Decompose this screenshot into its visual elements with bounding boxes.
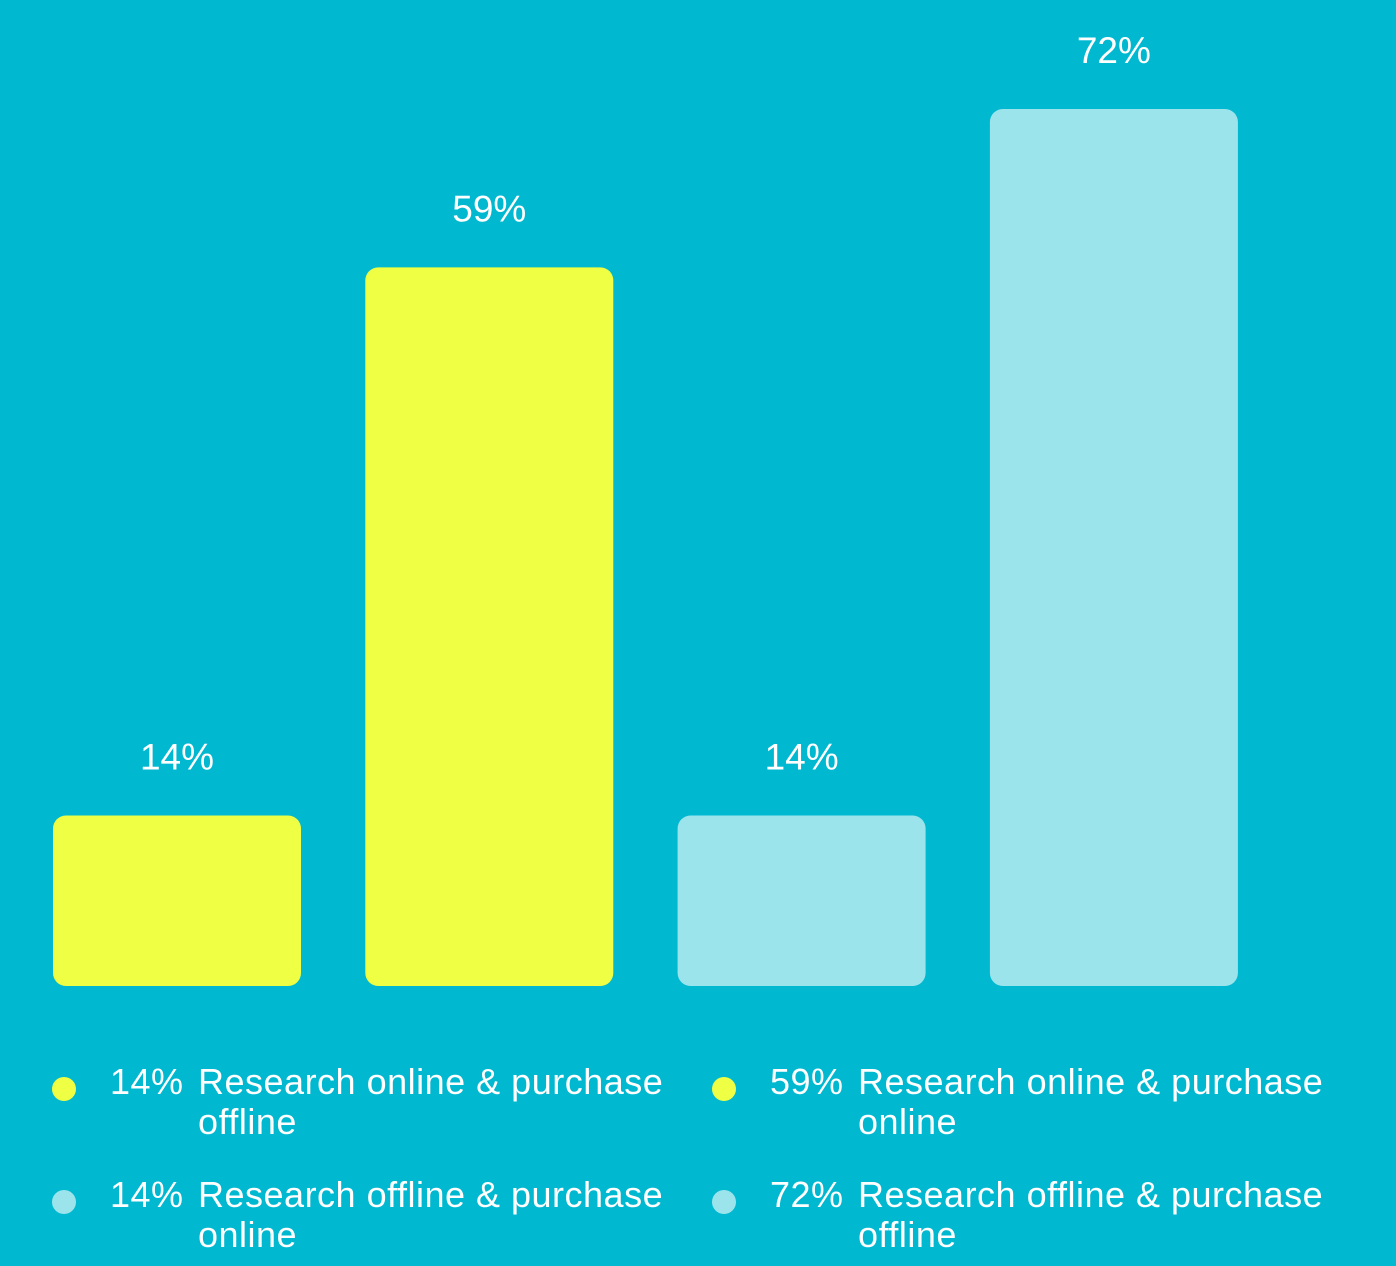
legend-dot-yellow-icon bbox=[52, 1077, 76, 1101]
bar-4 bbox=[989, 109, 1238, 986]
bar-value-label-3: 14% bbox=[765, 736, 839, 777]
legend-value: 14% bbox=[110, 1061, 184, 1102]
legend-item-research-online-purchase-online: 59% Research online & purchase online bbox=[712, 1062, 1372, 1152]
legend-value: 14% bbox=[110, 1174, 184, 1215]
bar-value-label-4: 72% bbox=[1077, 30, 1151, 71]
legend-item-research-offline-purchase-offline: 72% Research offline & purchase offline bbox=[712, 1175, 1372, 1265]
bar-value-label-2: 59% bbox=[452, 188, 526, 229]
bar-chart: 14% 59% 14% 72% bbox=[53, 30, 1238, 986]
legend-item-research-offline-purchase-online: 14% Research offline & purchase online bbox=[52, 1175, 712, 1265]
chart-legend: 14% Research online & purchase offline 5… bbox=[0, 1062, 1396, 1266]
legend-dot-light-blue-icon bbox=[52, 1190, 76, 1214]
bar-value-label-1: 14% bbox=[140, 736, 214, 777]
legend-dot-yellow-icon bbox=[712, 1077, 736, 1101]
legend-label: Research online & purchase online bbox=[858, 1061, 1324, 1142]
legend-value: 72% bbox=[770, 1174, 844, 1215]
legend-label: Research online & purchase offline bbox=[198, 1061, 664, 1142]
legend-label: Research offline & purchase offline bbox=[858, 1174, 1324, 1255]
bar-3 bbox=[677, 815, 926, 986]
legend-label: Research offline & purchase online bbox=[198, 1174, 664, 1255]
legend-dot-light-blue-icon bbox=[712, 1190, 736, 1214]
bar-1 bbox=[53, 815, 301, 986]
legend-item-research-online-purchase-offline: 14% Research online & purchase offline bbox=[52, 1062, 712, 1152]
legend-value: 59% bbox=[770, 1061, 844, 1102]
bar-2 bbox=[365, 267, 614, 986]
